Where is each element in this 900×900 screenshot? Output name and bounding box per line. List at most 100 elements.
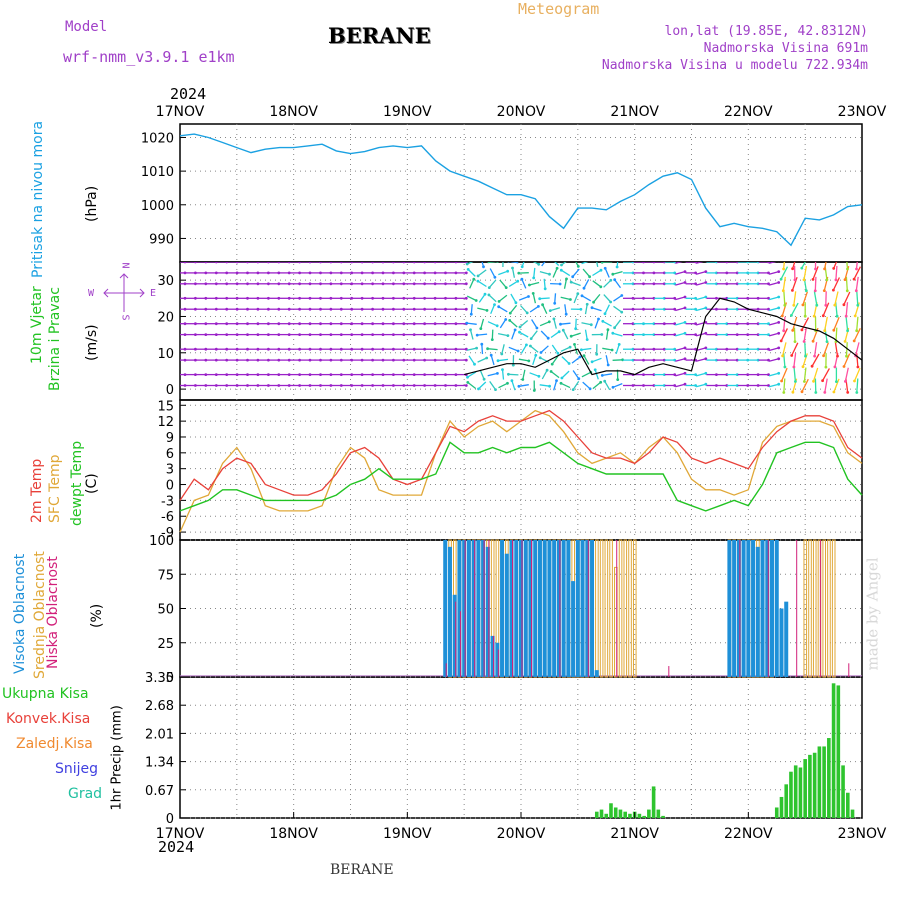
wind-arrow-head	[585, 302, 589, 306]
wind-arrow-head	[204, 347, 208, 351]
wind-arrow-head	[214, 373, 218, 376]
wind-arrow	[511, 267, 516, 278]
wind-arrow	[477, 280, 487, 288]
wind-arrow-head	[256, 322, 260, 326]
wind-arrow	[582, 381, 591, 390]
wind-arrow	[490, 304, 496, 315]
lonlat-text: lon,lat (19.85E, 42.8312N)	[664, 24, 869, 39]
wind-arrow-head	[350, 333, 354, 336]
wind-arrow	[501, 369, 505, 380]
wind-arrow	[846, 262, 849, 270]
wind-arrow	[782, 262, 786, 270]
wind-arrow-head	[642, 282, 645, 286]
wind-arrow-head	[267, 282, 270, 286]
wind-arrow-head	[402, 322, 406, 326]
wind-arrow-head	[287, 333, 291, 336]
wind-arrow-head	[782, 391, 786, 394]
wind-arrows	[180, 262, 861, 394]
wind-arrow	[823, 262, 827, 270]
wind-arrow-head	[469, 328, 472, 332]
wind-arrow-head	[433, 282, 437, 286]
wind-arrow-head	[339, 296, 343, 300]
wind-arrow-head	[371, 307, 374, 311]
wind-arrow-head	[350, 347, 354, 351]
wind-arrow-head	[339, 347, 343, 351]
wind-arrow-head	[412, 384, 416, 387]
wind-arrow-head	[610, 348, 614, 352]
wind-arrow	[845, 302, 849, 317]
wind-arrow	[813, 342, 818, 357]
wind-arrow-head	[811, 339, 815, 343]
wind-arrow	[487, 348, 498, 351]
wind-arrow-head	[475, 333, 479, 337]
mid-cloud-bar	[623, 539, 628, 678]
wind-arrow-head	[791, 329, 795, 332]
wind-arrow	[570, 281, 581, 287]
wind-arrow-head	[642, 384, 645, 387]
wind-arrow-head	[565, 277, 568, 281]
high-cloud-bar	[462, 540, 467, 677]
wind-arrow	[572, 268, 580, 278]
wind-arrow	[572, 370, 580, 380]
wind-arrow-head	[381, 347, 385, 351]
high-cloud-bar	[741, 540, 746, 677]
wind-arrow	[782, 276, 786, 291]
wind-arrow-head	[777, 295, 781, 299]
wind-arrow-head	[480, 342, 484, 346]
wind-arrow	[562, 329, 569, 340]
wind-arrow-head	[183, 296, 187, 300]
high-cloud-bar	[476, 540, 481, 677]
wind-arrow-head	[600, 262, 604, 264]
wind-arrow-head	[835, 380, 838, 383]
wind-arrow-head	[642, 322, 645, 326]
wind-arrow-head	[412, 307, 416, 311]
wind-arrow	[491, 329, 494, 340]
wind-arrow	[790, 302, 799, 316]
wind-arrow-head	[482, 265, 485, 269]
wind-arrow	[768, 383, 779, 388]
wind-arrow-head	[845, 354, 848, 358]
wind-arrow-head	[256, 307, 260, 311]
wind-arrow	[560, 382, 571, 389]
high-cloud-bar	[765, 540, 770, 677]
wind-arrow-head	[606, 328, 610, 332]
high-cloud-bar	[514, 540, 519, 677]
wind-arrow-head	[392, 296, 395, 300]
wind-arrow	[780, 266, 789, 280]
wind-arrow-head	[543, 287, 547, 291]
wind-arrow	[509, 319, 518, 328]
wind-arrow-head	[183, 358, 187, 362]
wind-arrow-head	[534, 353, 538, 357]
wind-arrow-head	[225, 307, 229, 311]
wind-arrow-head	[298, 373, 301, 376]
wind-arrow-head	[235, 347, 239, 351]
wind-arrow-head	[613, 278, 617, 282]
wind-arrow-head	[823, 391, 827, 394]
wind-arrow	[833, 317, 840, 331]
wind-arrow	[793, 353, 797, 368]
y-tick-label-temp: -6	[161, 510, 174, 525]
wind-arrow	[551, 344, 559, 354]
wind-arrow-head	[339, 373, 343, 376]
y-tick-label-temp: 0	[166, 479, 174, 494]
x-tick-label-bottom: 19NOV	[383, 826, 432, 842]
wind-arrow	[811, 353, 820, 367]
wind-arrow-head	[444, 373, 447, 376]
wind-arrow-head	[548, 384, 551, 388]
wind-arrow	[613, 305, 623, 313]
wind-arrow-head	[611, 331, 615, 335]
precip-bar	[836, 685, 841, 818]
wind-arrow-head	[267, 296, 270, 300]
data-series	[179, 133, 863, 818]
wind-arrow-head	[466, 381, 470, 384]
wind-arrow-head	[204, 322, 208, 326]
wind-arrow	[481, 344, 484, 355]
wind-arrow	[856, 353, 859, 368]
wind-arrow-head	[725, 333, 729, 336]
wind-arrow-head	[214, 296, 218, 300]
precip-bar	[613, 807, 618, 818]
wind-arrow	[592, 280, 602, 288]
wind-arrow-head	[813, 354, 816, 358]
wind-arrow	[521, 262, 525, 267]
wind-arrow-head	[606, 363, 610, 367]
